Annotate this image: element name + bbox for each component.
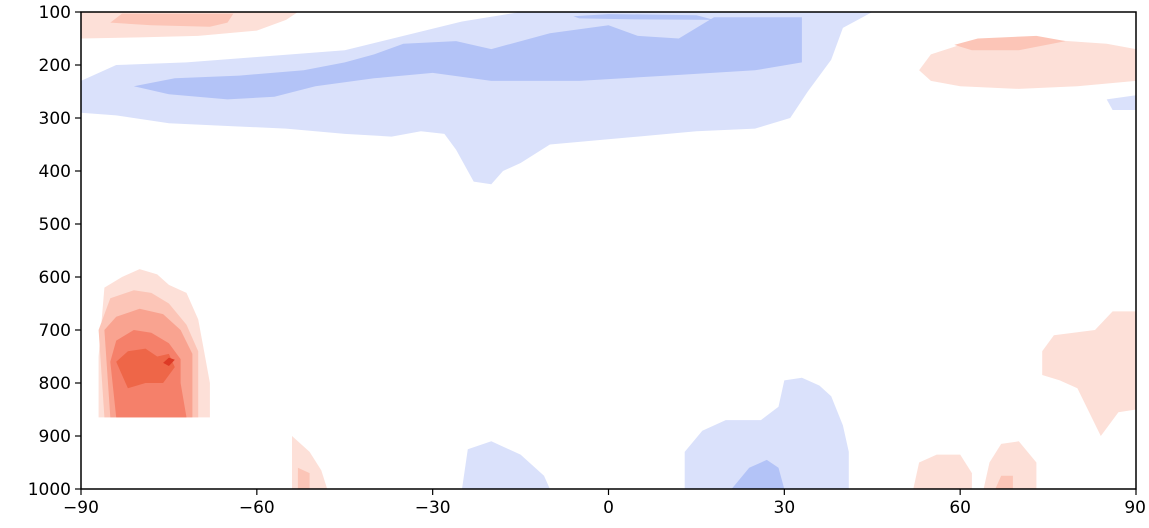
x-tick-label-0: −90 <box>63 498 99 518</box>
contour-region-1 <box>133 17 802 100</box>
y-tick-label-4: 500 <box>39 215 71 235</box>
contour-region-3 <box>1106 95 1136 110</box>
contour-region-5 <box>684 377 849 489</box>
contour-region-8 <box>110 13 234 27</box>
contour-region-9 <box>919 38 1136 89</box>
contour-regions <box>81 12 1136 489</box>
contour-region-10 <box>954 35 1066 51</box>
y-axis: 100 200 300 400 500 600 700 800 900 1000 <box>28 3 81 500</box>
y-tick-label-3: 400 <box>39 162 71 182</box>
x-tick-label-2: −30 <box>415 498 451 518</box>
y-tick-label-8: 900 <box>39 427 71 447</box>
y-tick-label-0: 100 <box>39 3 71 23</box>
contour-region-20 <box>913 454 972 489</box>
y-tick-label-6: 700 <box>39 321 71 341</box>
x-tick-label-5: 60 <box>949 498 971 518</box>
contour-region-19 <box>297 467 310 489</box>
x-tick-label-1: −60 <box>239 498 275 518</box>
contour-region-4 <box>462 441 550 489</box>
contour-region-2 <box>573 14 714 20</box>
x-tick-label-3: 0 <box>603 498 614 518</box>
y-tick-label-5: 600 <box>39 268 71 288</box>
contour-region-22 <box>995 475 1013 489</box>
contour-region-16 <box>116 348 175 389</box>
x-tick-label-6: 90 <box>1124 498 1146 518</box>
x-tick-label-4: 30 <box>774 498 796 518</box>
x-axis: −90 −60 −30 0 30 60 90 <box>63 489 1146 518</box>
y-tick-label-9: 1000 <box>28 480 71 500</box>
contour-region-6 <box>731 459 785 489</box>
y-tick-label-7: 800 <box>39 374 71 394</box>
y-tick-label-2: 300 <box>39 109 71 129</box>
contour-region-11 <box>1042 311 1136 436</box>
contour-region-21 <box>983 441 1037 489</box>
contour-region-17 <box>163 357 175 366</box>
y-tick-label-1: 200 <box>39 56 71 76</box>
